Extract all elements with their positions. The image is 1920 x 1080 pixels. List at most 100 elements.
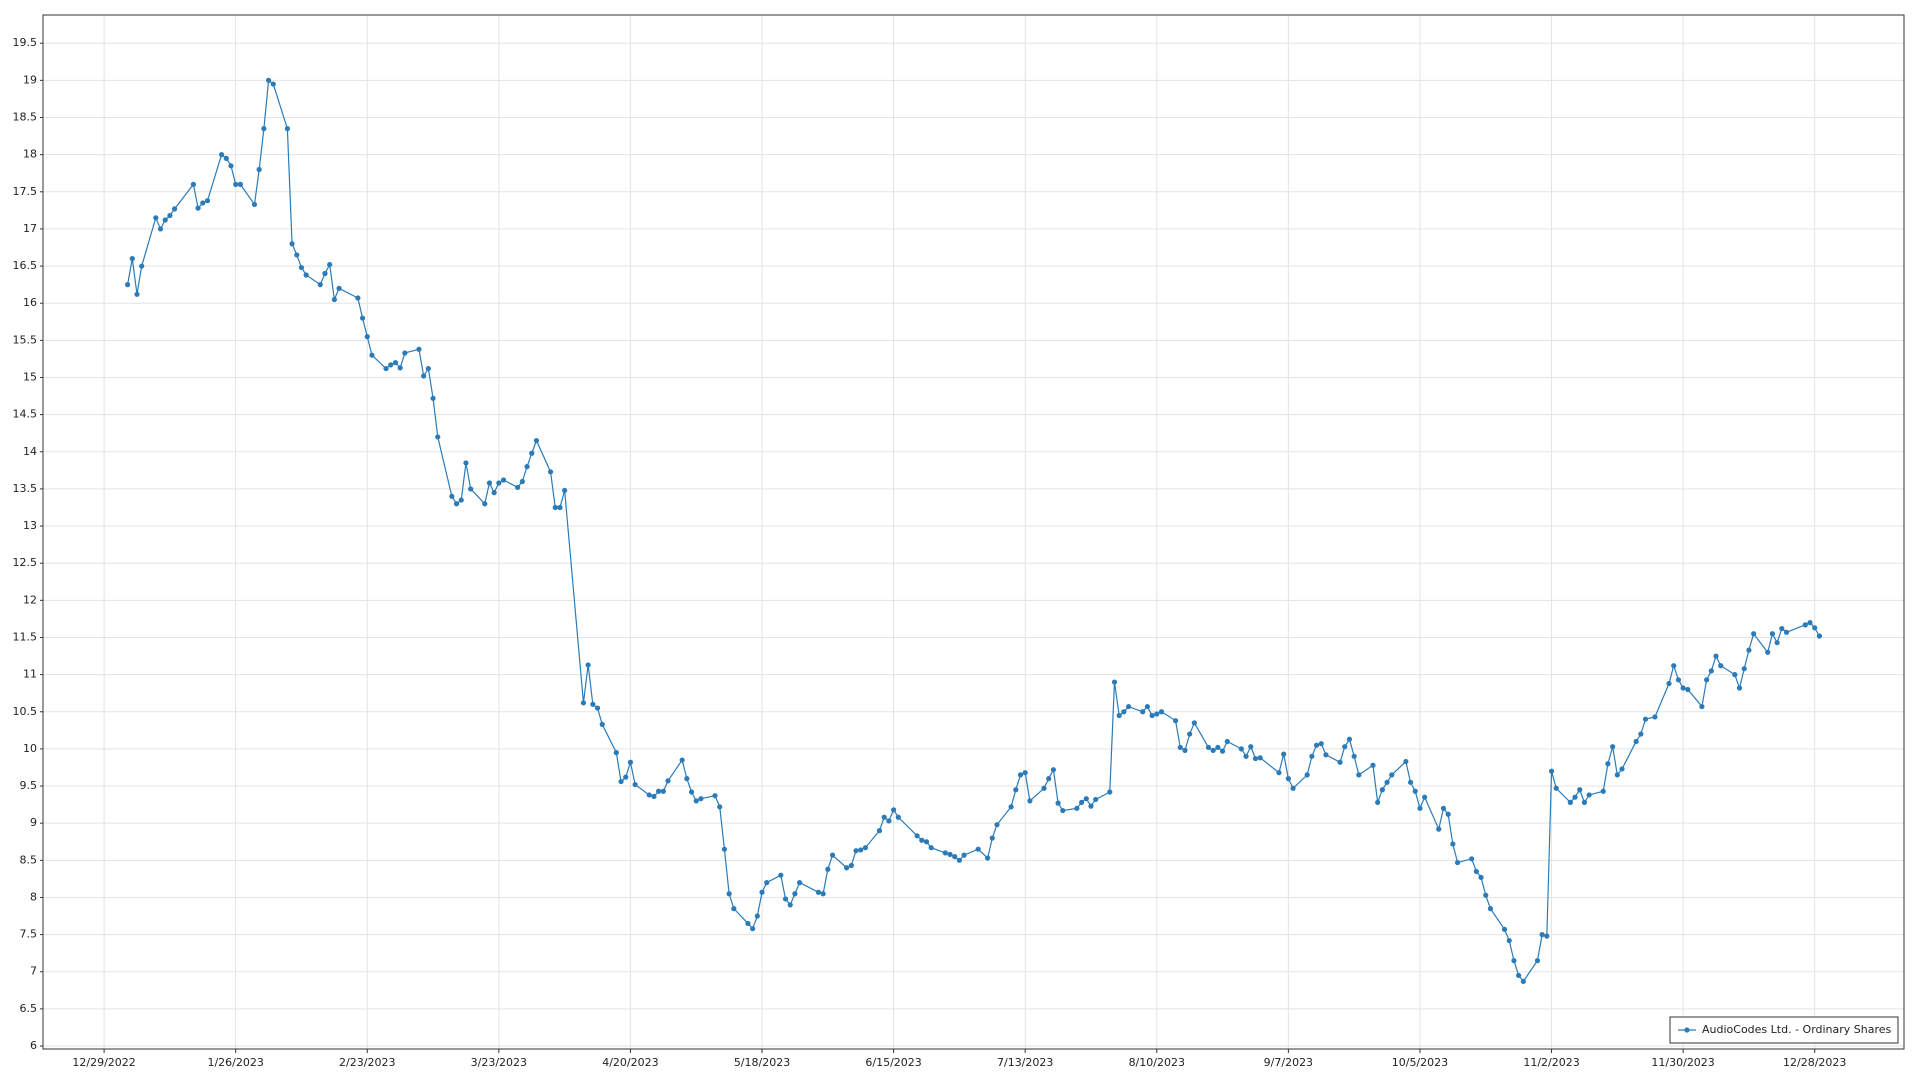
data-point <box>618 778 624 785</box>
data-point <box>1187 731 1193 737</box>
data-point <box>698 796 704 802</box>
data-point <box>1107 789 1113 795</box>
data-point <box>886 818 892 824</box>
data-point <box>684 776 690 782</box>
data-point <box>1666 680 1672 687</box>
data-point <box>1182 747 1188 753</box>
x-tick-label: 2/23/2023 <box>339 1056 395 1069</box>
data-point <box>1586 792 1592 798</box>
data-point <box>764 880 770 886</box>
data-point <box>1478 874 1484 881</box>
data-point <box>228 163 234 169</box>
data-point <box>632 781 638 788</box>
data-point <box>952 854 958 860</box>
plot-border <box>42 14 1905 1050</box>
data-point <box>336 285 342 291</box>
data-point <box>425 365 431 372</box>
data-point <box>1577 787 1583 793</box>
data-point <box>848 862 854 869</box>
data-point <box>552 504 558 511</box>
y-tick-label: 11 <box>23 668 37 681</box>
data-point <box>599 721 605 727</box>
y-tick-label: 12 <box>23 593 37 606</box>
data-point <box>1290 785 1296 791</box>
data-point <box>1125 703 1132 710</box>
data-point <box>660 788 666 794</box>
data-point <box>1389 772 1395 778</box>
data-point <box>919 837 925 843</box>
data-point <box>1323 752 1329 758</box>
data-point <box>1652 714 1658 720</box>
data-point <box>157 226 164 232</box>
data-point <box>1708 668 1714 674</box>
data-point <box>1304 772 1310 778</box>
data-point <box>153 215 159 221</box>
data-point <box>853 848 859 854</box>
data-point <box>355 295 361 301</box>
data-point <box>656 788 662 794</box>
data-point <box>726 891 732 897</box>
data-point <box>844 865 850 871</box>
data-point <box>1074 805 1080 811</box>
data-point <box>1685 686 1691 693</box>
data-point <box>750 926 756 932</box>
data-point <box>1412 788 1418 794</box>
legend-marker <box>1684 1027 1690 1033</box>
data-point <box>947 851 953 857</box>
data-point <box>1144 703 1150 710</box>
data-point <box>463 460 469 466</box>
data-point <box>1243 753 1249 759</box>
data-point <box>1581 799 1588 805</box>
data-point <box>383 365 389 372</box>
data-point <box>731 906 737 912</box>
data-point <box>1407 779 1414 785</box>
data-point <box>1177 744 1183 751</box>
data-point <box>1158 709 1165 715</box>
data-point <box>1671 663 1677 669</box>
data-point <box>956 857 963 863</box>
x-tick-label: 7/13/2023 <box>997 1056 1053 1069</box>
data-point <box>1238 746 1244 752</box>
y-tick-label: 9.5 <box>20 779 38 792</box>
data-point <box>1224 738 1230 745</box>
data-point <box>862 845 869 851</box>
data-point <box>416 346 422 352</box>
data-point <box>712 793 718 799</box>
data-point <box>468 486 474 492</box>
data-point <box>1807 620 1813 626</box>
data-point <box>204 198 211 204</box>
data-point <box>1041 785 1047 791</box>
data-point <box>1699 703 1705 710</box>
y-tick-label: 6.5 <box>20 1002 38 1015</box>
data-point <box>364 334 370 340</box>
data-point <box>1093 796 1099 803</box>
y-tick-label: 7.5 <box>20 928 38 941</box>
data-point <box>200 200 206 206</box>
data-point <box>613 750 619 756</box>
data-point <box>914 833 920 839</box>
y-tick-label: 17.5 <box>13 185 38 198</box>
data-point <box>139 263 145 269</box>
data-point <box>829 852 836 858</box>
data-point <box>124 282 131 288</box>
data-point <box>1783 629 1790 635</box>
data-point <box>1751 631 1757 637</box>
data-point <box>256 166 262 173</box>
data-point <box>1055 800 1061 806</box>
data-point <box>421 373 427 379</box>
data-point <box>989 835 995 841</box>
y-tick-label: 10 <box>23 742 37 755</box>
data-point <box>482 501 488 507</box>
x-tick-label: 12/29/2022 <box>72 1056 135 1069</box>
data-point <box>1736 685 1743 691</box>
data-point <box>1511 958 1517 964</box>
data-point <box>1553 785 1559 791</box>
y-tick-label: 13.5 <box>13 482 38 495</box>
data-point <box>359 315 366 321</box>
data-point <box>825 866 831 872</box>
data-point <box>1022 770 1028 776</box>
data-point <box>1600 788 1606 794</box>
data-point <box>1379 787 1385 793</box>
data-point <box>881 814 887 820</box>
